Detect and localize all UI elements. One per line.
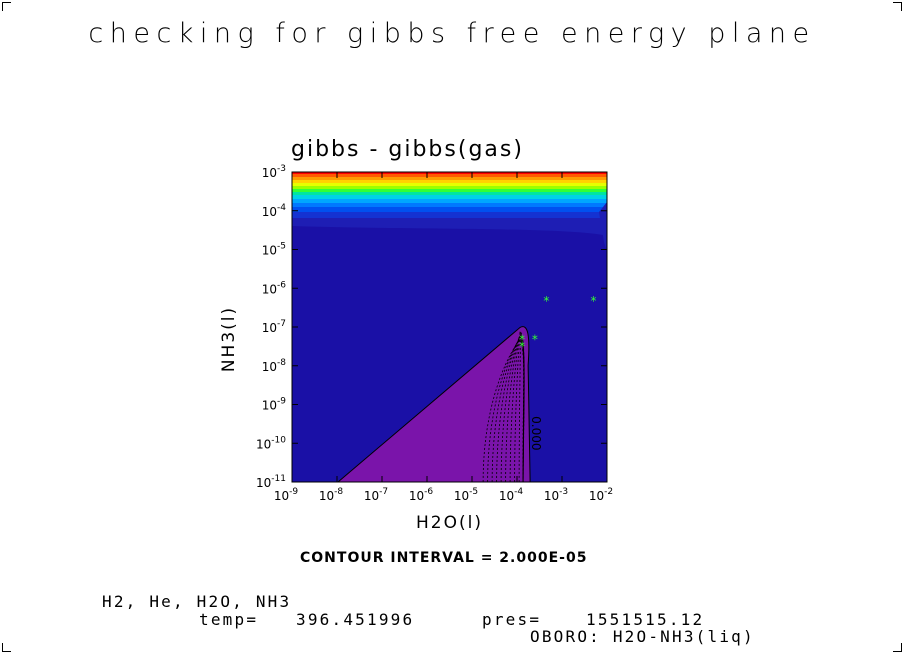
corner-mark-top-left: [2, 2, 11, 11]
x-tick-label: 10-4: [499, 487, 524, 503]
x-tick-label: 10-3: [544, 487, 568, 503]
x-tick-label: 10-2: [589, 487, 613, 503]
contour-value-label: 0.000: [529, 416, 543, 450]
corner-mark-bottom-right: [893, 643, 902, 652]
x-tick-label: 10-6: [409, 487, 434, 503]
contour-line: [509, 332, 525, 482]
model-label: OBORO: H2O-NH3(liq): [530, 627, 755, 646]
y-axis-label: NH3(l): [219, 306, 239, 372]
corner-mark-top-right: [893, 2, 902, 11]
corner-mark-bottom-left: [2, 643, 11, 652]
plot-title: gibbs - gibbs(gas): [291, 137, 524, 162]
species-list: H2, He, H2O, NH3: [102, 592, 292, 611]
y-tick-label: 10-4: [262, 203, 287, 219]
x-tick-label: 10-7: [364, 487, 388, 503]
x-tick-label: 10-5: [454, 487, 478, 503]
contour-line: [505, 333, 525, 482]
y-tick-label: 10-3: [262, 164, 286, 180]
negative-region: [337, 326, 531, 482]
y-tick-label: 10-10: [256, 435, 286, 451]
contour-line: [491, 336, 525, 482]
contour-line: [482, 338, 525, 482]
y-tick-label: 10-8: [262, 358, 287, 374]
y-tick-label: 10-5: [262, 242, 286, 258]
temp-value: 396.451996: [296, 610, 415, 629]
y-tick-label: 10-7: [262, 319, 286, 335]
x-tick-label: 10-8: [319, 487, 344, 503]
data-point-marker: *: [532, 333, 538, 347]
data-point-marker: *: [543, 294, 549, 308]
pres-label: pres=: [482, 610, 542, 629]
contour-line: [518, 330, 525, 482]
contour-line: [487, 337, 525, 482]
data-point-marker: *: [519, 340, 525, 354]
y-tick-label: 10-11: [256, 474, 286, 490]
data-point-marker: *: [590, 294, 596, 308]
y-tick-label: 10-6: [262, 280, 287, 296]
x-axis-label: H2O(l): [416, 513, 483, 533]
y-tick-label: 10-9: [262, 397, 287, 413]
x-tick-label: 10-9: [274, 487, 299, 503]
temp-label: temp=: [199, 610, 259, 629]
contour-band: [292, 218, 607, 236]
page-title: checking for gibbs free energy plane: [88, 18, 816, 49]
pres-value: 1551515.12: [586, 610, 705, 629]
contour-band: [599, 202, 607, 252]
data-point-marker: *: [519, 333, 525, 347]
contour-interval-label: CONTOUR INTERVAL = 2.000E-05: [300, 550, 588, 566]
